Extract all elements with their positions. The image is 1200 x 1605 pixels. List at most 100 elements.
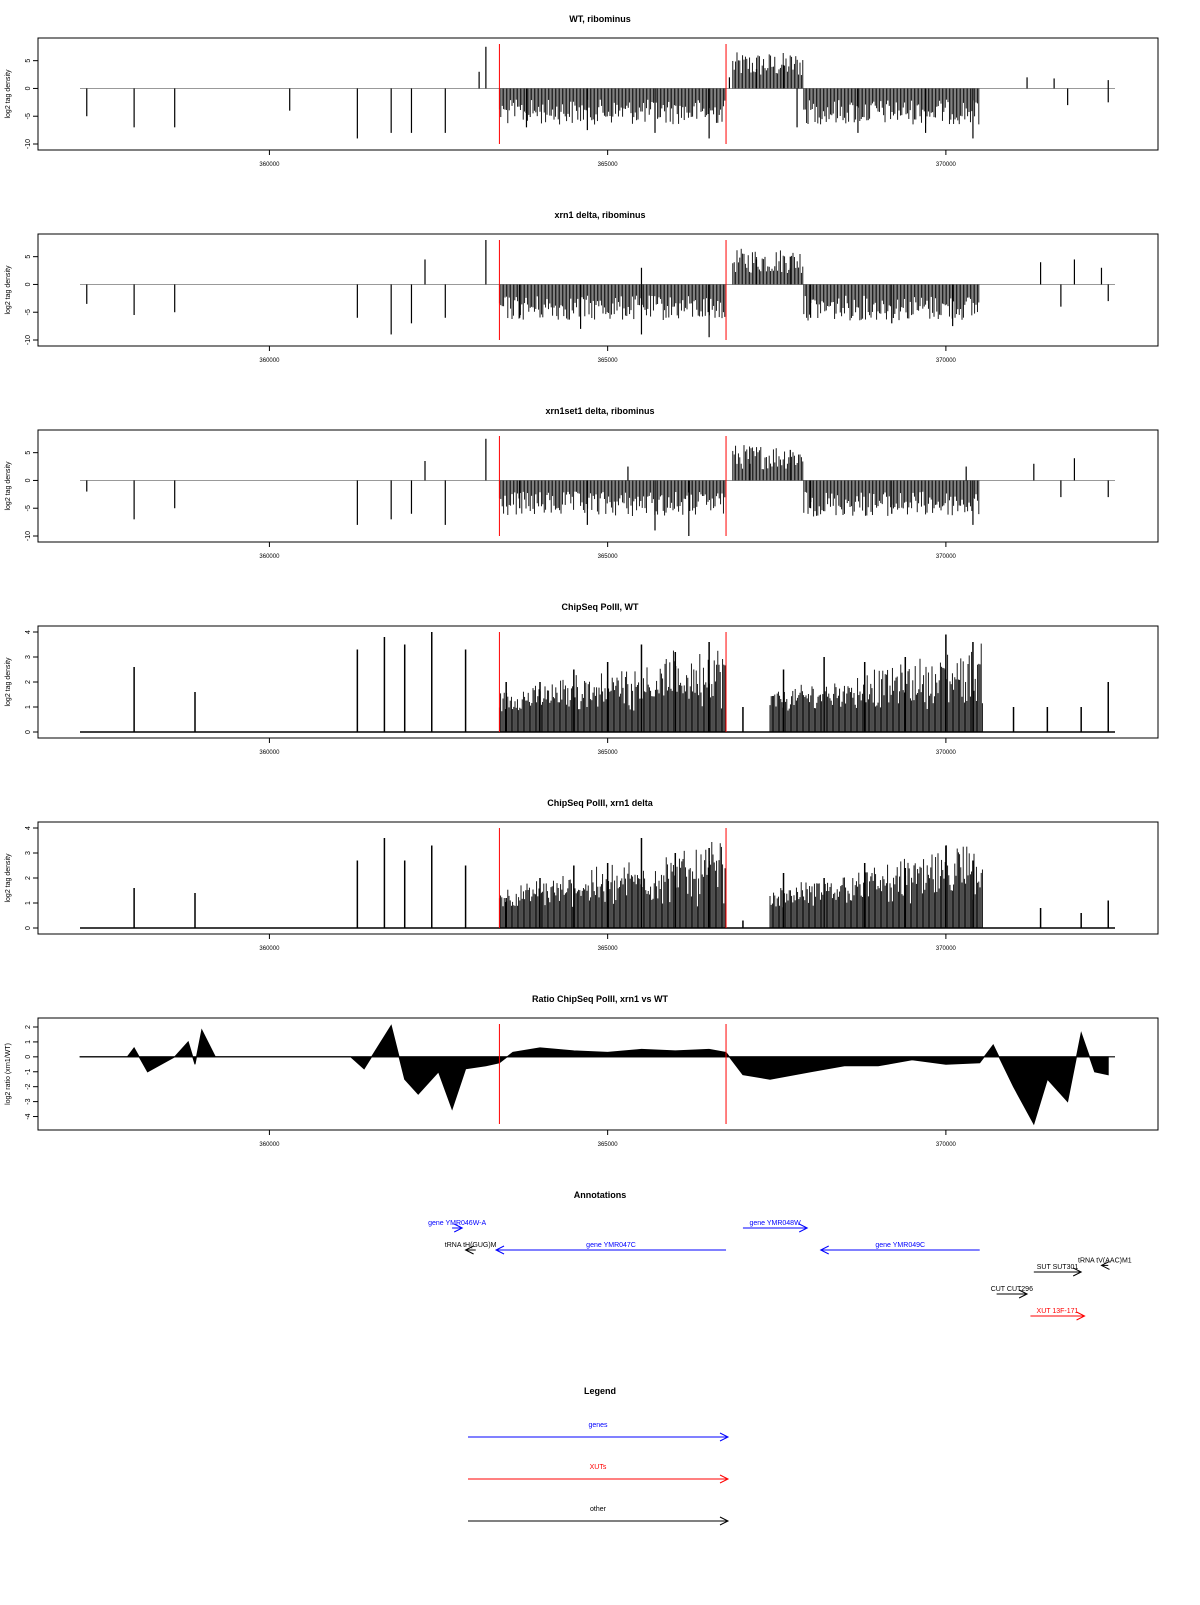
legend-label: XUTs: [590, 1464, 607, 1471]
legend-arrowhead: [719, 1516, 730, 1526]
series-polii: [133, 632, 1109, 732]
ratio-area: [79, 1024, 1109, 1126]
y-tick-label: -10: [25, 335, 32, 345]
y-tick-label: 1: [25, 705, 32, 709]
feature-arrowhead: [464, 1245, 474, 1255]
x-tick-label: 360000: [259, 1142, 280, 1148]
series-minus: [86, 284, 1109, 338]
series-plus: [424, 438, 1076, 481]
plot-frame: [37, 233, 1159, 347]
series-plus: [424, 240, 1103, 285]
y-tick-label: -1: [25, 1069, 32, 1075]
x-tick-label: 360000: [259, 162, 280, 168]
plot-frame: [37, 429, 1159, 543]
annotation-feature: gene YMR048W: [742, 1220, 809, 1233]
annotation-feature: gene YMR049C: [819, 1242, 980, 1255]
y-axis-label: log2 tag density: [5, 69, 12, 119]
y-tick-label: -10: [25, 139, 32, 149]
panel-title: WT, ribominus: [569, 14, 631, 24]
feature-arrowhead: [819, 1245, 829, 1255]
track-panel-5: ChipSeq PolII, xrn1 delta 0 1 2 3 4 log2 tag d…: [5, 798, 1159, 952]
x-tick-label: 365000: [598, 162, 619, 168]
x-tick-label: 370000: [936, 358, 957, 364]
annotation-feature: gene YMR046W-A: [428, 1220, 487, 1233]
x-tick-label: 370000: [936, 750, 957, 756]
y-tick-label: -3: [25, 1098, 32, 1104]
feature-label: XUT 13F-171: [1037, 1308, 1079, 1315]
x-tick-label: 365000: [598, 554, 619, 560]
y-tick-label: 5: [25, 451, 32, 455]
y-tick-label: 2: [25, 1025, 32, 1029]
y-tick-label: 4: [25, 630, 32, 634]
y-tick-label: 0: [25, 1055, 32, 1059]
annotations-panel: Annotations gene YMR046W-A tRNA tH(GUG)M ge…: [428, 1190, 1132, 1321]
x-tick-label: 360000: [259, 554, 280, 560]
feature-arrowhead: [494, 1245, 505, 1255]
x-tick-label: 370000: [936, 946, 957, 952]
annotations-title: Annotations: [574, 1190, 627, 1200]
y-tick-label: 3: [25, 655, 32, 659]
feature-label: CUT CUT296: [991, 1286, 1033, 1293]
feature-label: tRNA tH(GUG)M: [445, 1242, 497, 1249]
y-tick-label: 0: [25, 730, 32, 734]
plot-frame: [37, 1017, 1159, 1131]
x-tick-label: 360000: [259, 946, 280, 952]
y-tick-label: -5: [25, 505, 32, 511]
y-axis-label: log2 tag density: [5, 853, 12, 903]
legend-item: genes: [468, 1422, 730, 1442]
x-tick-label: 370000: [936, 1142, 957, 1148]
feature-arrowhead: [798, 1223, 809, 1233]
y-tick-label: 1: [25, 901, 32, 905]
track-panel-3: xrn1set1 delta, ribominus -10 -5 0 5 log2 tag…: [5, 406, 1159, 560]
legend-label: other: [590, 1506, 607, 1513]
track-panel-6: Ratio ChipSeq PolII, xrn1 vs WT -4 -3 -2 -1 0…: [5, 994, 1159, 1148]
y-tick-label: -5: [25, 113, 32, 119]
legend-item: other: [468, 1506, 730, 1526]
y-tick-label: -4: [25, 1113, 32, 1119]
x-tick-label: 365000: [598, 946, 619, 952]
track-panel-4: ChipSeq PolII, WT 0 1 2 3 4 log2 tag density 36…: [5, 602, 1159, 756]
legend-title: Legend: [584, 1386, 616, 1396]
legend-item: XUTs: [468, 1464, 730, 1484]
y-tick-label: 2: [25, 876, 32, 880]
feature-arrowhead: [1018, 1289, 1029, 1299]
y-tick-label: 5: [25, 59, 32, 63]
feature-label: gene YMR049C: [875, 1242, 925, 1249]
y-axis-label: log2 tag density: [5, 657, 12, 707]
panel-title: xrn1set1 delta, ribominus: [545, 406, 654, 416]
plot-frame: [37, 37, 1159, 151]
x-tick-label: 365000: [598, 358, 619, 364]
panel-title: xrn1 delta, ribominus: [554, 210, 645, 220]
panel-title: Ratio ChipSeq PolII, xrn1 vs WT: [532, 994, 669, 1004]
annotation-feature: CUT CUT296: [991, 1286, 1033, 1299]
series-plus: [478, 46, 1109, 89]
y-tick-label: 5: [25, 255, 32, 259]
feature-arrowhead: [1076, 1311, 1086, 1321]
y-tick-label: 0: [25, 86, 32, 90]
annotation-feature: XUT 13F-171: [1030, 1308, 1086, 1321]
feature-arrowhead: [1100, 1260, 1110, 1270]
y-tick-label: 4: [25, 826, 32, 830]
y-tick-label: 2: [25, 680, 32, 684]
x-tick-label: 360000: [259, 358, 280, 364]
feature-label: SUT SUT301: [1037, 1264, 1079, 1271]
series-minus: [86, 88, 1109, 139]
feature-label: gene YMR047C: [586, 1242, 636, 1249]
panel-title: ChipSeq PolII, xrn1 delta: [547, 798, 654, 808]
y-tick-label: 1: [25, 1040, 32, 1044]
track-panel-1: WT, ribominus -10 -5 0 5 log2 tag density 3600…: [5, 14, 1159, 168]
annotation-feature: tRNA tH(GUG)M: [445, 1242, 497, 1255]
y-axis-label: log2 tag density: [5, 265, 12, 315]
legend-panel: Legend genes XUTs other: [468, 1386, 730, 1526]
series-polii: [133, 838, 1109, 928]
y-axis-label: log2 tag density: [5, 461, 12, 511]
y-tick-label: -10: [25, 531, 32, 541]
feature-label: tRNA tV(AAC)M1: [1078, 1257, 1132, 1264]
panel-title: ChipSeq PolII, WT: [562, 602, 639, 612]
feature-label: gene YMR046W-A: [428, 1220, 486, 1227]
y-axis-label: log2 ratio (xrn1/WT): [5, 1043, 12, 1105]
feature-label: gene YMR048W: [749, 1220, 801, 1227]
x-tick-label: 360000: [259, 750, 280, 756]
